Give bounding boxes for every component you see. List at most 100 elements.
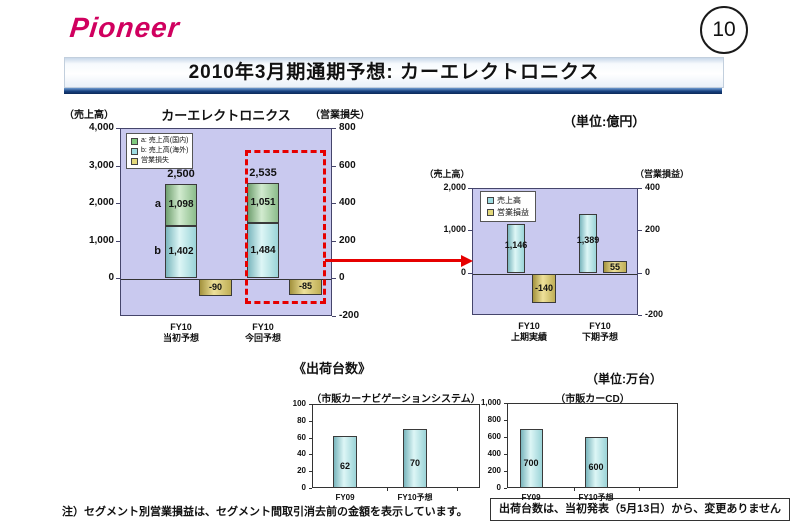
- x-category-label: FY10予想: [578, 493, 614, 502]
- chart-title: （市販カーナビゲーションシステム）: [311, 394, 481, 405]
- bar-value-label: 600: [588, 461, 604, 472]
- bar-value-label: 1,402: [168, 246, 194, 258]
- axis-tick-label: 1,000: [443, 224, 466, 235]
- axis-tick-mark: [638, 230, 642, 232]
- page-number: 10: [712, 18, 736, 41]
- axis-tick-label: 1,000: [88, 234, 114, 246]
- boxed-note-text: 出荷台数は、当初発表（5月13日）から、変更ありません: [498, 503, 782, 515]
- bar-value-label: 55: [609, 261, 620, 272]
- bar-value-label: -85: [298, 281, 312, 292]
- left-axis-title: （売上高）: [424, 169, 470, 179]
- x-category-label: FY09: [521, 493, 541, 502]
- axis-tick-label: 2,000: [88, 197, 114, 209]
- shipments-heading: 《出荷台数》: [293, 361, 372, 376]
- bar-shipments: [519, 428, 543, 488]
- axis-tick-mark: [504, 420, 507, 421]
- axis-tick-label: 0: [339, 272, 345, 284]
- x-category-label: FY09: [335, 493, 355, 502]
- bar-sales: [507, 224, 525, 273]
- axis-tick-mark: [504, 488, 507, 489]
- legend-row: 売上高: [487, 195, 529, 207]
- axis-tick-mark: [468, 272, 472, 274]
- slide-title-bar: 2010年3月期通期予想: カーエレクトロニクス: [64, 57, 724, 88]
- chart-legend: 売上高 営業損益: [480, 191, 536, 223]
- axis-tick-label: 600: [487, 432, 501, 441]
- axis-tick-label: 1,000: [480, 398, 501, 407]
- axis-tick-mark: [116, 278, 120, 280]
- title-underline: [64, 88, 722, 94]
- x-category-line1: FY10: [589, 321, 611, 331]
- x-category-line1: FY10: [170, 322, 192, 332]
- axis-tick-label: 600: [339, 159, 356, 171]
- legend-row: 営業損益: [487, 207, 529, 219]
- axis-tick-label: 20: [297, 466, 306, 476]
- bar-sales-domestic: [247, 183, 279, 223]
- x-category-line2: 上期実績: [510, 332, 547, 343]
- legend-swatch-cyan: [131, 147, 138, 155]
- axis-tick-label: 3,000: [88, 159, 114, 171]
- bar-shipments: [333, 435, 357, 488]
- x-axis-tick-mark: [638, 488, 640, 491]
- axis-tick-label: 400: [645, 182, 661, 192]
- axis-tick-label: 0: [301, 483, 306, 492]
- x-category-label: FY10予想: [397, 493, 433, 502]
- x-category-line1: FY10: [518, 321, 540, 331]
- axis-tick-mark: [468, 230, 472, 232]
- axis-tick-label: 80: [297, 415, 306, 425]
- bar-total-label: 2,535: [249, 167, 277, 180]
- left-axis-title: （売上高）: [64, 110, 114, 121]
- axis-tick-mark: [504, 471, 507, 472]
- segment-prefix-a: a: [154, 198, 161, 211]
- axis-tick-mark: [309, 454, 312, 456]
- unit-note-bottom: （単位:万台）: [586, 372, 662, 386]
- axis-tick-mark: [638, 272, 642, 274]
- axis-tick-label: 0: [496, 483, 501, 492]
- axis-tick-label: 200: [645, 224, 661, 235]
- right-axis-title: （営業損益）: [634, 169, 689, 179]
- axis-tick-mark: [332, 240, 336, 242]
- axis-tick-mark: [309, 437, 312, 439]
- chart-title: カーエレクトロニクス: [161, 108, 291, 123]
- bar-value-label: 1,484: [250, 244, 276, 256]
- legend-swatch-yellow: [487, 208, 494, 216]
- legend-label: 売上高: [497, 196, 521, 205]
- axis-tick-label: 4,000: [88, 122, 114, 133]
- x-category-label: FY10 今回予想: [221, 322, 305, 345]
- axis-tick-label: 400: [487, 449, 501, 458]
- arrow-line: [325, 259, 462, 262]
- x-category-label: FY10 下期予想: [558, 321, 642, 344]
- axis-tick-label: 2,000: [443, 182, 466, 192]
- bar-value-label: 1,051: [250, 196, 276, 208]
- bar-value-label: -140: [534, 283, 553, 294]
- axis-tick-mark: [309, 404, 312, 405]
- axis-tick-mark: [332, 165, 336, 167]
- bar-sales-overseas: [165, 225, 197, 279]
- pioneer-logo: Pioneer: [68, 12, 182, 43]
- axis-tick-label: 800: [339, 122, 356, 133]
- x-category-label: FY10 上期実績: [487, 321, 571, 344]
- x-category-line1: FY10: [252, 322, 274, 332]
- legend-row: a: 売上高(国内): [131, 136, 188, 146]
- x-axis-tick-mark: [457, 488, 458, 491]
- legend-label: a: 売上高(国内): [141, 137, 189, 144]
- axis-tick-mark: [504, 437, 507, 438]
- segment-prefix-b: b: [154, 245, 161, 258]
- x-category-label: FY10 当初予想: [139, 322, 223, 345]
- axis-tick-mark: [309, 471, 312, 473]
- axis-tick-mark: [309, 420, 312, 422]
- chart-title: （市販カーCD）: [555, 394, 630, 405]
- axis-tick-mark: [504, 403, 507, 404]
- bar-value-label: 1,389: [576, 235, 600, 246]
- bar-shipments: [403, 429, 427, 488]
- axis-tick-mark: [116, 203, 120, 205]
- chart-car-electronics-annual: カーエレクトロニクス （売上高） （営業損失） 4,000 3,000 2,000 1,00…: [62, 100, 370, 358]
- legend-swatch-green: [131, 137, 138, 145]
- legend-label: 営業損失: [141, 157, 169, 165]
- legend-label: 営業損益: [497, 207, 529, 217]
- axis-tick-mark: [638, 188, 642, 189]
- axis-tick-mark: [332, 128, 336, 129]
- chart-legend: a: 売上高(国内) b: 売上高(海外) 営業損失: [126, 133, 194, 170]
- highlight-dashed-box: [245, 150, 326, 304]
- axis-tick-label: -200: [645, 309, 664, 319]
